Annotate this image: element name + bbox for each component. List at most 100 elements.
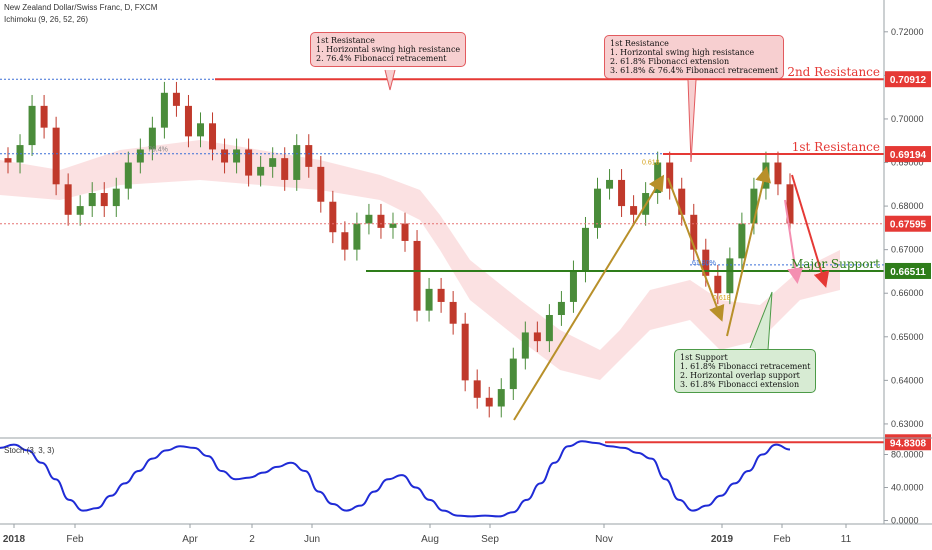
callout-first-resistance-right: 1st Resistance 1. Horizontal swing high … [604,35,785,79]
candle [569,260,577,313]
candle [545,304,553,353]
candle-body [172,92,180,106]
candle-body [606,179,614,189]
candle-body [160,92,168,128]
time-tick-label: 11 [841,534,852,545]
candle [738,212,746,270]
candle [461,312,469,392]
callout-pointer [384,69,396,91]
arrows [384,69,830,421]
price-tick-label: 0.68000 [891,201,924,211]
price-tick-label: 0.72000 [891,27,924,37]
candle [606,169,614,200]
candle [389,212,397,239]
candle-body [702,249,710,276]
candle [257,155,265,187]
candle [497,378,505,418]
candle-body [257,166,265,176]
candle-body [245,149,253,176]
callout-title: 1st Resistance [610,39,669,48]
stoch-tick-label: 0.0000 [891,516,919,526]
candle [269,147,277,178]
candle-body [28,105,36,146]
candle [365,203,373,235]
time-tick-label: Apr [182,534,198,545]
candle [485,386,493,418]
fib-label: 61.80% [692,260,716,267]
candle-body [269,158,277,167]
candle [557,291,565,326]
candle [112,177,120,217]
candle [148,116,156,161]
price-tick-label: 0.65000 [891,332,924,342]
candle [353,212,361,261]
candle-body [221,149,229,163]
candle [100,182,108,217]
labels: 2nd Resistance 1st Resistance Major Suppor… [148,65,931,302]
symbol-title: New Zealand Dollar/Swiss Franc, D, FXCM [4,3,158,12]
candle [52,116,60,196]
price-tick-label: 0.70000 [891,114,924,124]
candle [750,177,758,235]
candle-body [401,223,409,241]
candle [245,138,253,187]
candle [377,203,385,239]
candle [4,147,12,174]
candle-body [473,380,481,398]
callout-line: 2. 61.8% Fibonacci extension [610,57,730,66]
candle-body [413,240,421,311]
candle [581,216,589,283]
price-tag-label: 0.70912 [890,75,927,86]
candle-body [377,214,385,228]
candle [221,138,229,174]
time-tick-label: 2019 [711,534,734,545]
fib-label: 0.618 [642,160,660,167]
price-tag [885,146,931,163]
candle-body [184,105,192,137]
candle-body [545,315,553,342]
stoch-line [0,440,791,518]
candle-body [293,145,301,180]
rally-arrow [726,166,772,337]
callout-line: 2. Horizontal overlap support [680,371,800,380]
candle [762,151,770,200]
candle [690,203,698,261]
candle [196,112,204,148]
candle-body [461,323,469,381]
candle [786,173,794,235]
candle-body [365,214,373,224]
candle-body [100,193,108,207]
candle-body [209,123,217,150]
candle [124,151,132,200]
candle-body [233,149,241,163]
price-tick-label: 0.67000 [891,245,924,255]
candle [172,81,180,117]
candle [726,247,734,305]
candle [425,277,433,322]
candle-body [196,123,204,137]
stoch-tick-label: 40.0000 [891,483,924,493]
time-tick-label: Jun [304,534,320,545]
candle [449,291,457,335]
ichimoku-label: Ichimoku (9, 26, 52, 26) [4,15,89,24]
callout-first-resistance-left: 1st Resistance 1. Horizontal swing high … [310,32,467,67]
callout-line: 3. 61.8% Fibonacci extension [680,380,800,389]
time-tick-label: 2018 [3,534,26,545]
candle [40,94,48,139]
candle-body [317,166,325,202]
candle-body [786,184,794,224]
candle-body [485,397,493,407]
callout-pointer [687,79,697,163]
price-tick-label: 0.63000 [891,419,924,429]
retrace-arrow [667,177,725,322]
level-lines [0,78,884,272]
candle-body [76,206,84,215]
stoch-tag-label: 94.8308 [890,438,927,449]
candle [437,277,445,313]
alt-projection-arrow [784,199,804,284]
stoch-tick-label: 80.0000 [891,450,924,460]
candle-body [425,288,433,311]
candle [521,321,529,370]
candle-body [449,301,457,324]
